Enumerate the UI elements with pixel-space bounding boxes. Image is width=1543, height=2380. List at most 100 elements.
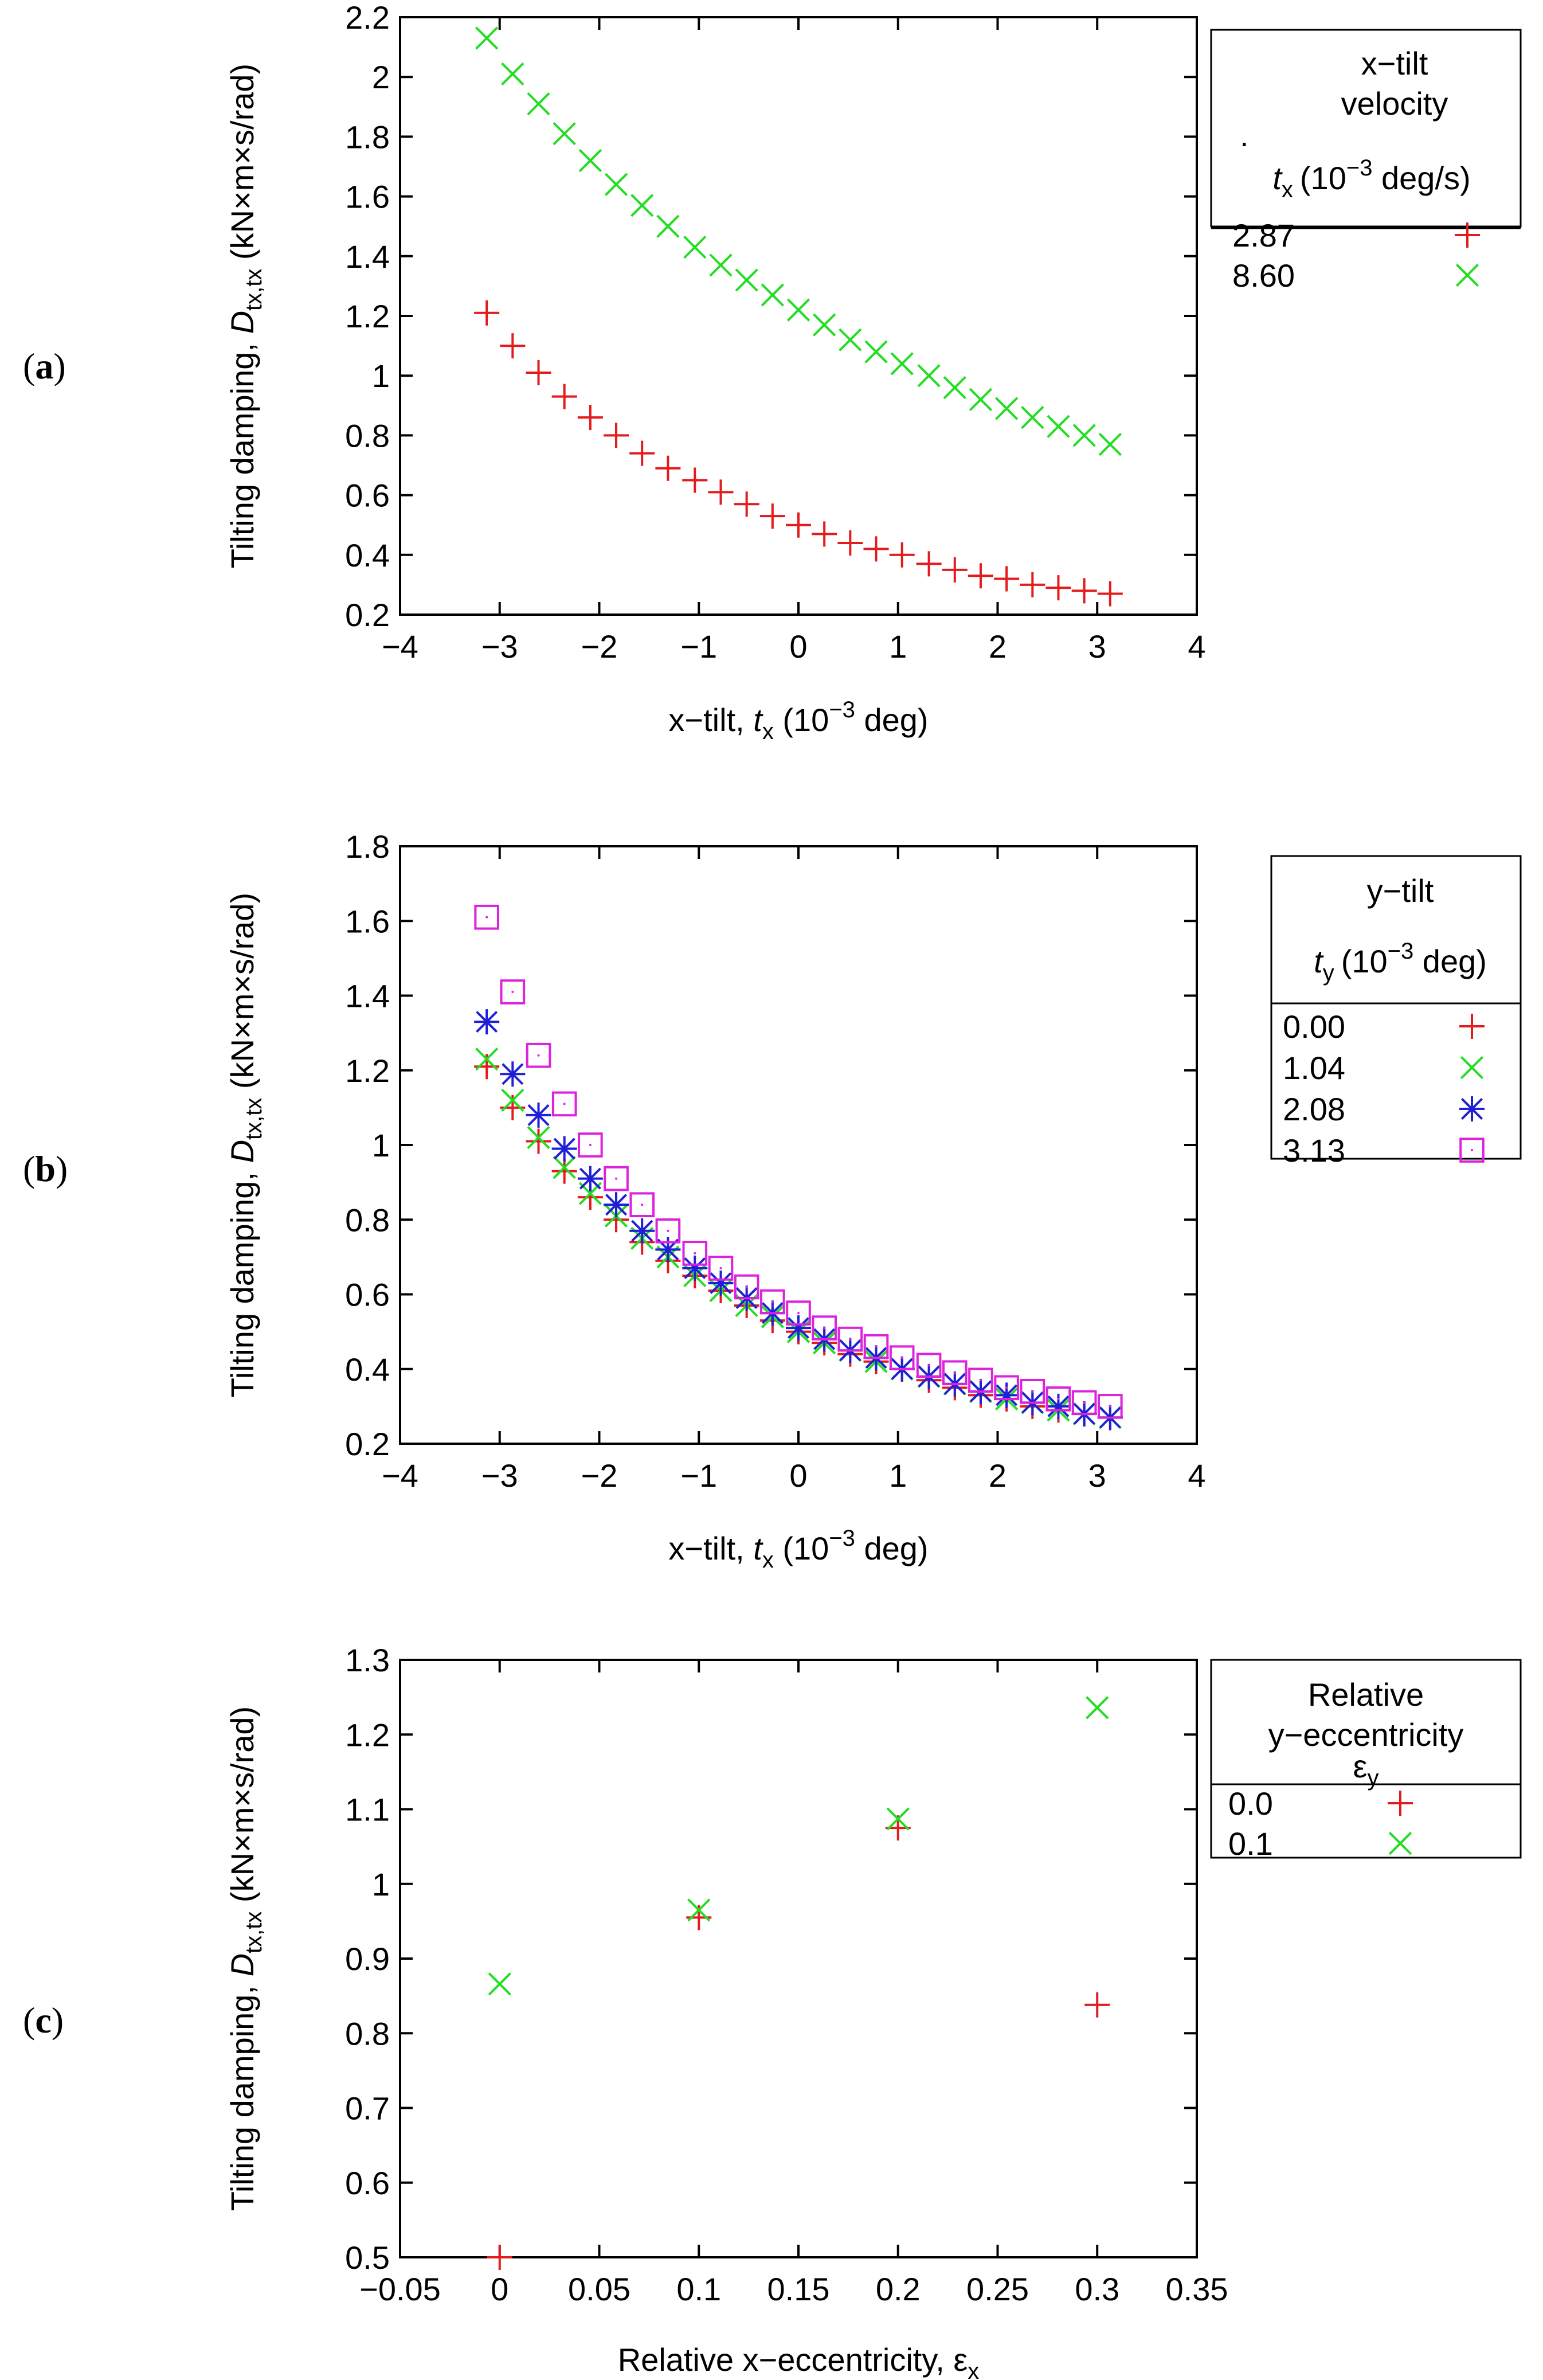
data-point xyxy=(708,1270,734,1296)
data-point xyxy=(526,1102,551,1128)
data-point xyxy=(629,440,655,466)
data-point xyxy=(837,1326,863,1352)
y-tick-label: 1 xyxy=(372,1127,390,1163)
data-point xyxy=(1071,578,1097,604)
legend-b: y−tilt ty (10−3 deg) 0.00 1.04 2.08 3.13 xyxy=(1270,855,1522,1168)
data-point xyxy=(475,1048,499,1071)
axes-a: −4 −3 −2 −1 0 1 2 3 4 0.2 0.4 0.6 0.8 1 1.2 1.4 1.6 1.8 2 2… xyxy=(345,0,1205,665)
data-point xyxy=(551,1158,577,1184)
legend-entry-marker xyxy=(1388,1791,1413,1816)
x-axis-label-c: Relative x−eccentricity, εx xyxy=(618,2342,980,2380)
data-point xyxy=(1098,1394,1123,1419)
legend-entry-label: 2.08 xyxy=(1283,1091,1345,1127)
y-tick-label: 0.8 xyxy=(345,1202,390,1238)
data-point xyxy=(812,521,837,547)
y-axis-label-a: Tilting damping, Dtx,tx (kN×m×s/rad) xyxy=(224,64,267,568)
x-tick-label: 2 xyxy=(989,628,1007,665)
y-tick-label: 0.8 xyxy=(345,417,390,454)
axes-b: −4 −3 −2 −1 0 1 2 3 4 0.2 0.4 0.6 0.8 1 1.2 1.4 1.6 1.8 xyxy=(345,828,1205,1494)
data-point xyxy=(500,333,526,359)
y-axis-label-c: Tilting damping, Dtx,tx (kN×m×s/rad) xyxy=(224,1706,267,2211)
y-tick-label: 1.1 xyxy=(345,1792,390,1828)
data-point xyxy=(786,298,810,322)
data-point xyxy=(890,352,914,376)
x-tick-label: −3 xyxy=(481,628,518,665)
data-point xyxy=(655,1218,681,1244)
data-point xyxy=(708,479,734,505)
data-point xyxy=(786,512,811,538)
data-point xyxy=(682,1255,708,1281)
data-point xyxy=(682,1241,708,1266)
data-point xyxy=(1098,432,1122,456)
data-point xyxy=(474,300,500,326)
data-point xyxy=(577,1166,603,1191)
data-point xyxy=(1020,572,1045,597)
y-tick-label: 0.6 xyxy=(345,1277,390,1313)
legend-entry-marker xyxy=(1455,263,1479,287)
data-point xyxy=(942,557,968,583)
x-tick-label: 3 xyxy=(1088,628,1106,665)
x-tick-label: 0.3 xyxy=(1075,2271,1119,2307)
data-point xyxy=(916,1353,942,1378)
data-point xyxy=(1071,1390,1097,1416)
x-tick-label: −4 xyxy=(382,1457,418,1494)
data-point xyxy=(734,1274,759,1300)
series-3.13 xyxy=(474,904,1123,1419)
data-point xyxy=(629,1218,655,1244)
data-point xyxy=(886,1807,910,1831)
data-point xyxy=(526,359,551,385)
data-point xyxy=(683,236,707,259)
data-point xyxy=(995,397,1019,420)
data-point xyxy=(994,566,1020,592)
data-point xyxy=(916,551,942,577)
y-tick-label: 1.6 xyxy=(345,903,390,939)
y-tick-label: 1.2 xyxy=(345,298,390,334)
legend-title-line-1: x−tilt xyxy=(1361,45,1428,81)
data-point xyxy=(889,542,915,568)
legend-variable-c: εy xyxy=(1353,1748,1379,1791)
legend-entry-label: 8.60 xyxy=(1232,257,1295,294)
data-point xyxy=(1072,424,1096,447)
data-point xyxy=(969,388,993,411)
x-tick-label: 1 xyxy=(889,628,907,665)
x-tick-label: 0.15 xyxy=(767,2271,830,2307)
data-point xyxy=(655,455,681,481)
data-point xyxy=(1086,1696,1109,1719)
x-tick-label: −2 xyxy=(581,1457,618,1494)
legend-entry-label: 0.00 xyxy=(1283,1009,1345,1045)
y-tick-label: 1 xyxy=(372,358,390,394)
legend-entry-marker xyxy=(1460,1056,1484,1080)
panel-b: (b) −4 −3 −2 −1 0 1 2 3 4 0.2 0.4 0.6 0.8 1 1.2 1.4 1.6 1… xyxy=(23,828,1522,1573)
data-point xyxy=(687,1898,711,1922)
data-point xyxy=(813,313,836,337)
data-marks-a xyxy=(474,26,1123,607)
data-point xyxy=(968,563,993,589)
data-point xyxy=(551,384,577,409)
data-point xyxy=(761,283,784,307)
data-point xyxy=(488,1972,511,1996)
data-point xyxy=(863,1334,889,1359)
legend-entries-b: 0.00 1.04 2.08 3.13 xyxy=(1283,1009,1485,1168)
data-point xyxy=(682,467,708,493)
legend-entry-marker xyxy=(1455,222,1480,248)
data-marks-b xyxy=(474,904,1123,1431)
series-8.60 xyxy=(475,26,1122,456)
data-point xyxy=(655,1237,681,1263)
data-point xyxy=(864,340,888,364)
y-tick-label: 0.2 xyxy=(345,1426,390,1462)
legend-entry-label: 0.1 xyxy=(1228,1826,1273,1862)
data-point xyxy=(1021,406,1044,429)
data-point xyxy=(629,1192,655,1217)
data-point xyxy=(917,364,941,388)
x-tick-label: 0 xyxy=(491,2271,508,2307)
legend-entry-marker xyxy=(1459,1014,1485,1039)
y-tick-label: 1.2 xyxy=(345,1053,390,1089)
y-tick-label: 1.8 xyxy=(345,119,390,155)
x-tick-label: 0 xyxy=(789,1457,807,1494)
series-0.00 xyxy=(474,1054,1123,1431)
legend-title-c-line-1: Relative xyxy=(1308,1676,1424,1713)
data-point xyxy=(863,536,889,562)
legend-entry-marker xyxy=(1459,1138,1485,1163)
data-point xyxy=(1084,1992,1110,2018)
